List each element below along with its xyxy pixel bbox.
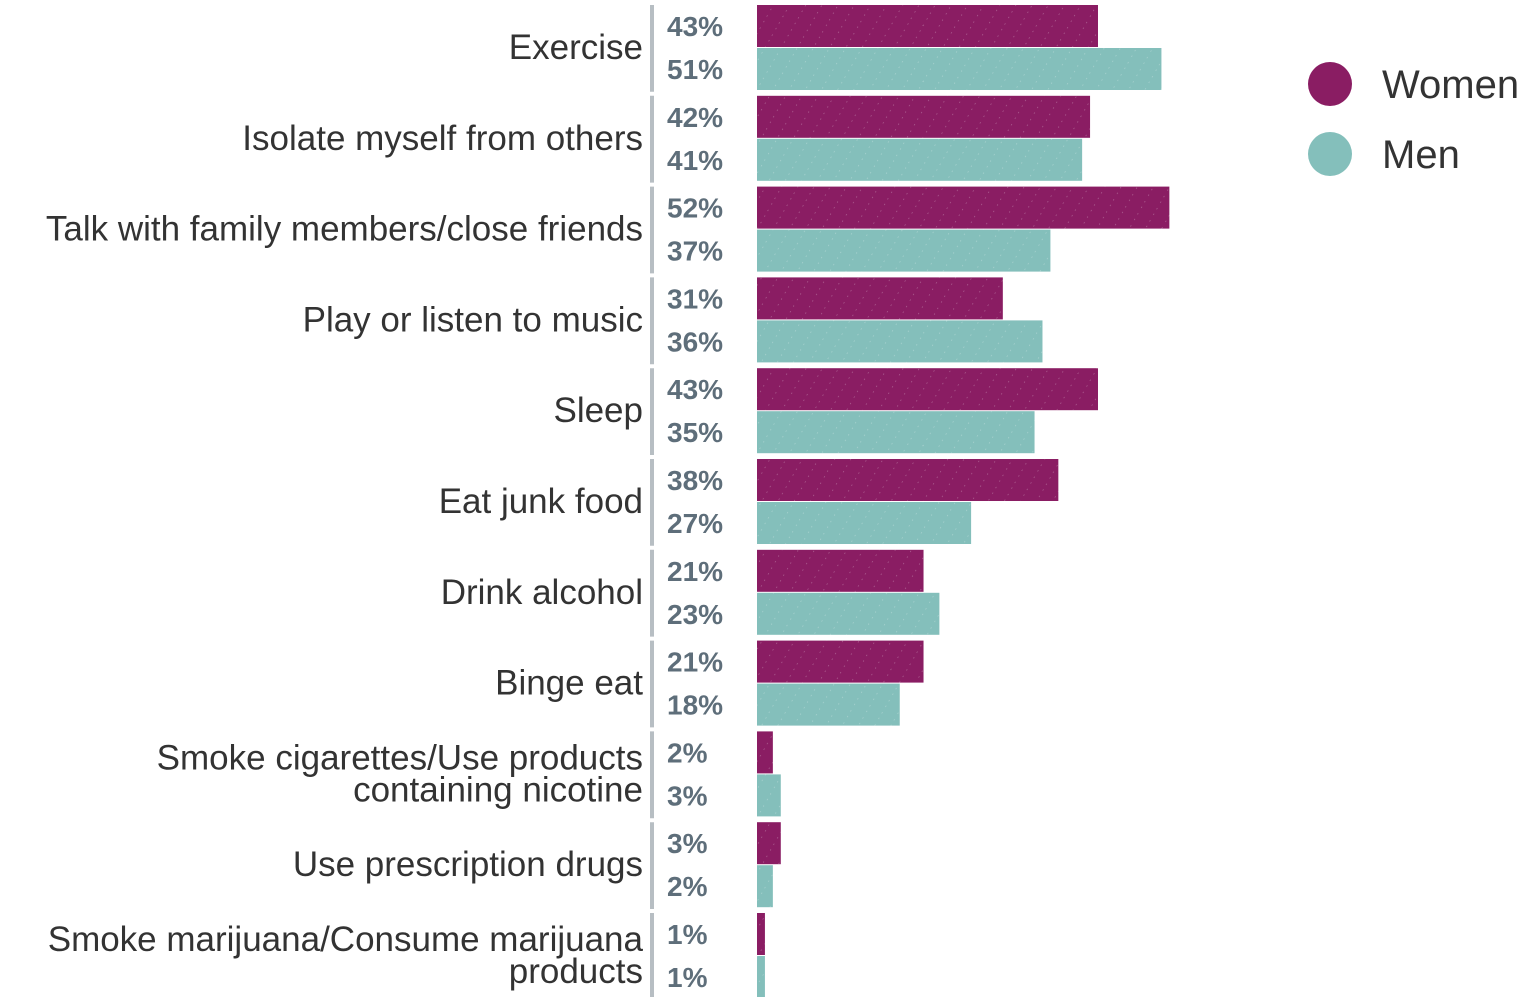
bar-texture [757, 502, 972, 544]
bar-group: Talk with family members/close friends 52… [46, 186, 1170, 274]
bar-texture [757, 822, 781, 865]
value-label: 42% [667, 102, 723, 133]
value-label: 31% [667, 283, 723, 314]
bar-group: Play or listen to music 31% 36% [303, 277, 1043, 365]
bar-texture [757, 865, 773, 908]
category-label: Isolate myself from others [242, 119, 643, 158]
value-label: 38% [667, 465, 723, 496]
value-label: 21% [667, 556, 723, 587]
value-label: 3% [667, 828, 708, 859]
bar-texture [757, 277, 1003, 320]
value-label: 51% [667, 54, 723, 85]
legend: Women Men [1308, 62, 1519, 177]
bar-group: Drink alcohol 21% 23% [441, 549, 940, 637]
category-label: Exercise [509, 28, 643, 67]
value-label: 35% [667, 417, 723, 448]
bar-texture [757, 640, 924, 683]
bar-texture [757, 320, 1043, 363]
bar-texture [757, 229, 1051, 272]
value-label: 27% [667, 508, 723, 539]
category-label: Eat junk food [439, 482, 643, 521]
value-label: 41% [667, 145, 723, 176]
legend-item: Women [1308, 62, 1519, 107]
bar-texture [757, 549, 924, 592]
bar-texture [757, 459, 1059, 501]
category-label: products [509, 952, 643, 991]
bar-texture [757, 368, 1098, 411]
bar-texture [757, 774, 781, 817]
bar-texture [757, 48, 1162, 90]
value-label: 52% [667, 193, 723, 224]
category-label: Talk with family members/close friends [46, 210, 643, 249]
bar-texture [757, 5, 1098, 47]
bar-texture [757, 683, 900, 726]
category-label: Smoke cigarettes/Use products [157, 738, 643, 777]
bar-group: Use prescription drugs 3% 2% [293, 822, 781, 909]
category-label: Use prescription drugs [293, 845, 643, 884]
value-label: 23% [667, 599, 723, 630]
bar-texture [757, 592, 940, 635]
bar-texture [757, 956, 765, 997]
value-label: 2% [667, 737, 708, 768]
category-label: containing nicotine [353, 770, 643, 809]
bar-group: Sleep 43% 35% [553, 368, 1098, 455]
value-label: 36% [667, 326, 723, 357]
value-label: 1% [667, 919, 708, 950]
bar-texture [757, 913, 765, 955]
value-label: 37% [667, 236, 723, 267]
value-label: 3% [667, 780, 708, 811]
value-label: 43% [667, 11, 723, 42]
bar-group: Smoke marijuana/Consume marijuanaproduct… [48, 913, 765, 997]
value-label: 21% [667, 647, 723, 678]
category-label: Binge eat [495, 664, 643, 703]
bar-texture [757, 138, 1083, 181]
bar-texture [757, 186, 1170, 229]
bar-texture [757, 95, 1091, 138]
bar-group: Smoke cigarettes/Use productscontaining … [157, 731, 781, 819]
category-label: Drink alcohol [441, 573, 643, 612]
legend-label: Men [1382, 133, 1460, 177]
category-label: Sleep [553, 391, 643, 430]
value-label: 43% [667, 374, 723, 405]
bar-group: Binge eat 21% 18% [495, 640, 924, 728]
plot-area: Exercise 43% 51% Isolate myself from others… [46, 5, 1170, 997]
category-label: Play or listen to music [303, 300, 643, 339]
bar-texture [757, 411, 1035, 454]
legend-label: Women [1382, 63, 1519, 107]
bar-texture [757, 731, 773, 774]
bar-group: Exercise 43% 51% [509, 5, 1162, 92]
category-label: Smoke marijuana/Consume marijuana [48, 920, 644, 959]
value-label: 2% [667, 871, 708, 902]
legend-item: Men [1308, 132, 1460, 177]
value-label: 1% [667, 962, 708, 993]
value-label: 18% [667, 690, 723, 721]
bar-group: Eat junk food 38% 27% [439, 459, 1059, 546]
bar-group: Isolate myself from others 42% 41% [242, 95, 1091, 183]
legend-swatch [1308, 62, 1352, 106]
legend-swatch [1308, 132, 1352, 176]
